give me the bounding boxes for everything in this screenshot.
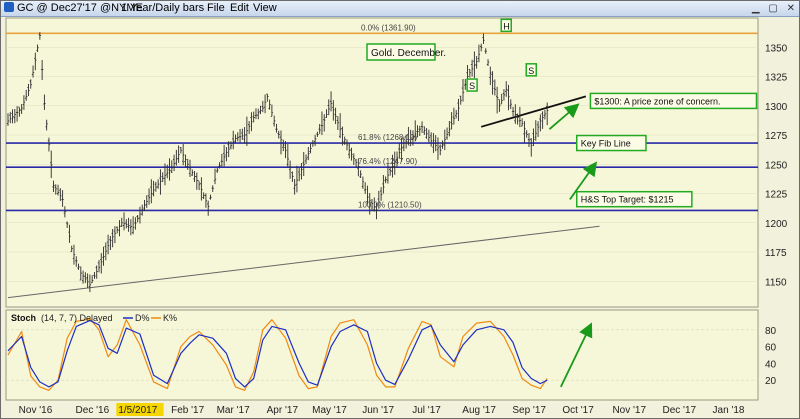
- menu-file[interactable]: File: [207, 2, 225, 14]
- menu-view[interactable]: View: [253, 2, 277, 14]
- price-tick-label: 1200: [765, 219, 788, 230]
- pattern-box: [500, 18, 512, 33]
- stoch-params: (14, 7, 7) Delayed: [41, 313, 113, 323]
- neckline: [480, 95, 587, 128]
- chart-title: Gold. December.: [371, 48, 446, 59]
- pattern-label: S: [528, 66, 534, 76]
- symbol-label[interactable]: GC @ Dec27'17 @NYME: [17, 2, 143, 14]
- x-tick-label: Oct '17: [562, 405, 594, 416]
- level-label-key-fib: 61.8% (1268.10): [358, 133, 417, 142]
- price-tick-label: 1250: [765, 160, 788, 171]
- stoch-arrow: [560, 322, 593, 388]
- annotation-text: H&S Top Target: $1215: [581, 195, 674, 205]
- x-tick-label: Dec '16: [76, 405, 110, 416]
- price-tick-label: 1350: [765, 43, 788, 54]
- x-tick-label: Dec '17: [663, 405, 697, 416]
- x-tick-label: Feb '17: [171, 405, 204, 416]
- neckline-arrow: [548, 103, 580, 130]
- x-tick-label: Mar '17: [217, 405, 250, 416]
- close-icon[interactable]: ✕: [786, 3, 795, 14]
- level-label-fib-100: 100.0% (1210.50): [358, 200, 422, 209]
- stoch-tick-label: 60: [765, 343, 777, 354]
- price-tick-label: 1175: [765, 248, 787, 259]
- annotation-box: [589, 92, 758, 110]
- x-tick-label: Jun '17: [362, 405, 394, 416]
- title-bar: GC @ Dec27'17 @NYME 1 Year/Daily bars Fi…: [1, 1, 799, 17]
- x-tick-label: Jul '17: [412, 405, 441, 416]
- legend-d: D%: [135, 313, 150, 323]
- minimize-icon[interactable]: ▁: [751, 3, 760, 14]
- annotation-box: [576, 134, 647, 152]
- price-panel: [5, 17, 759, 308]
- target-arrow: [569, 161, 598, 200]
- pattern-box: [525, 63, 537, 77]
- x-tick-label: Nov '17: [612, 405, 646, 416]
- stoch-tick-label: 80: [765, 326, 777, 337]
- highlighted-tick-bg: [116, 403, 164, 416]
- legend-k: K%: [163, 313, 177, 323]
- level-label-fib-764: 76.4% (1247.90): [358, 157, 417, 166]
- x-tick-label: 1/5/2017: [118, 405, 157, 416]
- price-tick-label: 1275: [765, 131, 788, 142]
- pattern-label: H: [503, 21, 510, 31]
- price-tick-label: 1300: [765, 102, 788, 113]
- price-tick-label: 1325: [765, 73, 788, 84]
- menu-edit[interactable]: Edit: [230, 2, 249, 14]
- stoch-tick-label: 40: [765, 359, 777, 370]
- support-trendline: [7, 225, 600, 299]
- level-label-fib-0: 0.0% (1361.90): [361, 23, 416, 32]
- price-tick-label: 1225: [765, 190, 788, 201]
- chart-title-box: [366, 43, 436, 61]
- maximize-icon[interactable]: ▢: [768, 3, 778, 14]
- chart-icon: [4, 2, 14, 12]
- pattern-label: S: [469, 81, 475, 91]
- x-tick-label: Nov '16: [19, 405, 53, 416]
- x-tick-label: Apr '17: [267, 405, 299, 416]
- x-tick-label: Sep '17: [512, 405, 546, 416]
- annotation-text: $1300: A price zone of concern.: [594, 96, 720, 106]
- x-tick-label: May '17: [312, 405, 347, 416]
- annotation-box: [576, 190, 693, 208]
- stoch-title: Stoch: [11, 313, 36, 323]
- interval-label[interactable]: 1 Year/Daily bars: [121, 2, 205, 14]
- stoch-tick-label: 20: [765, 376, 777, 387]
- annotation-text: Key Fib Line: [581, 139, 631, 149]
- price-tick-label: 1150: [765, 277, 787, 288]
- pattern-box: [466, 78, 478, 92]
- stoch-panel: [5, 309, 759, 401]
- x-tick-label: Jan '18: [713, 405, 745, 416]
- x-tick-label: Aug '17: [462, 405, 496, 416]
- stoch-series-D: [7, 320, 548, 388]
